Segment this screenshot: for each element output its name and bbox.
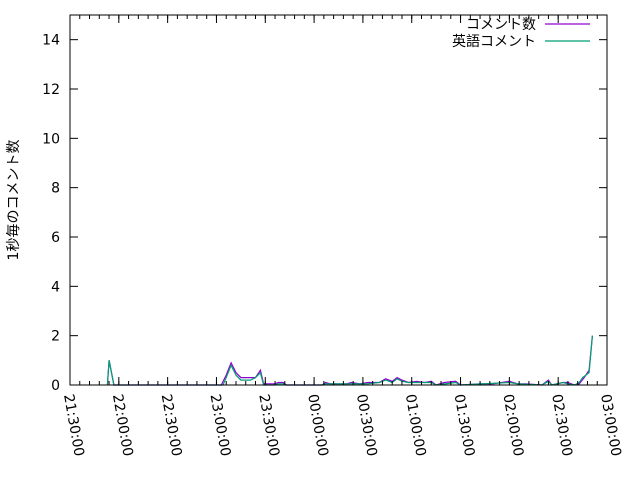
x-tick-label: 01:30:00: [451, 393, 478, 458]
y-tick-label: 8: [51, 181, 60, 197]
y-tick-label: 14: [42, 33, 60, 49]
x-tick-label: 23:00:00: [207, 393, 234, 458]
y-tick-label: 10: [42, 131, 60, 147]
y-tick-label: 2: [51, 329, 60, 345]
y-tick-label: 6: [51, 230, 60, 246]
x-tick-label: 01:00:00: [402, 393, 429, 458]
plot-frame: [69, 14, 608, 386]
y-axis-label: 1秒毎のコメント数: [6, 140, 22, 261]
x-tick-label: 02:00:00: [499, 393, 526, 458]
y-tick-label: 4: [51, 279, 60, 295]
x-tick-label: 00:00:00: [304, 393, 331, 458]
series-line-0: [106, 335, 593, 386]
x-tick-label: 03:00:00: [597, 393, 624, 458]
y-tick-label: 12: [42, 82, 60, 98]
x-tick-label: 21:30:00: [60, 393, 87, 458]
series-line-1: [106, 335, 593, 386]
legend-label: コメント数: [466, 17, 536, 33]
x-tick-label: 00:30:00: [353, 393, 380, 458]
x-tick-label: 22:00:00: [109, 393, 136, 458]
legend-label: 英語コメント: [452, 33, 536, 50]
plot-marks: [106, 335, 593, 386]
x-tick-label: 02:30:00: [548, 393, 575, 458]
x-tick-label: 23:30:00: [255, 393, 282, 458]
y-tick-label: 0: [51, 378, 60, 394]
x-tick-label: 22:30:00: [158, 393, 185, 458]
axes: 0 2 4 6 8 10 12 14 21:30:00 22:00:00 22:30:00 23:00…: [42, 15, 624, 458]
